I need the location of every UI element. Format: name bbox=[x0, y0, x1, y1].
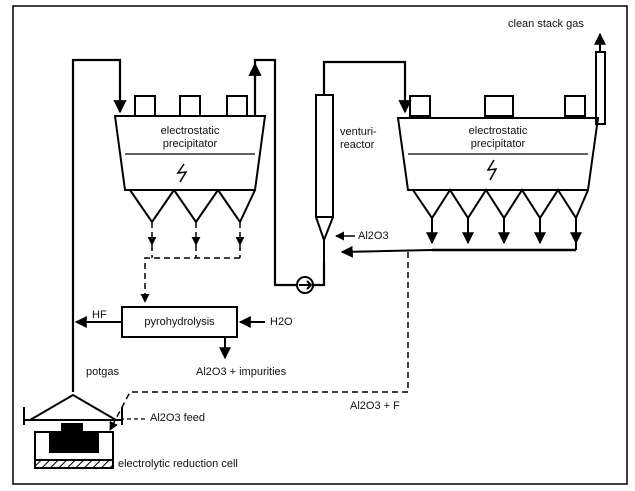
al2o3-venturi-label: Al2O3 bbox=[358, 230, 389, 242]
diagram-border bbox=[12, 5, 628, 485]
right-hopper-discharge bbox=[340, 218, 582, 258]
electrolytic-cell-label: electrolytic reduction cell bbox=[118, 458, 238, 470]
venturi-reactor-label-line1: venturi- bbox=[340, 126, 377, 138]
pyrohydrolysis-label: pyrohydrolysis bbox=[144, 316, 215, 328]
al2o3-f-return-line bbox=[109, 252, 409, 431]
al2o3-impurities-label: Al2O3 + impurities bbox=[196, 366, 287, 378]
hf-label: HF bbox=[92, 309, 107, 321]
left-precipitator bbox=[113, 95, 267, 225]
fan-icon bbox=[296, 276, 314, 294]
gas-ducts bbox=[71, 58, 412, 392]
h2o-label: H2O bbox=[270, 316, 293, 328]
esp-left-label-line1: electrostatic bbox=[160, 125, 220, 137]
potgas-label: potgas bbox=[86, 366, 120, 378]
clean-stack-gas-label: clean stack gas bbox=[508, 18, 584, 30]
esp-left-label-line2: precipitator bbox=[162, 138, 218, 150]
left-hopper-dust-lines bbox=[140, 222, 245, 303]
right-precipitator bbox=[396, 95, 600, 221]
electrolytic-reduction-cell bbox=[23, 393, 123, 469]
lightning-bolt-icon bbox=[176, 163, 188, 183]
stack bbox=[594, 32, 606, 125]
pyrohydrolysis-unit bbox=[74, 306, 265, 360]
venturi-reactor-label-line2: reactor bbox=[340, 139, 375, 151]
venturi-reactor bbox=[315, 94, 334, 262]
al2o3-f-label: Al2O3 + F bbox=[350, 400, 400, 412]
esp-right-label-line1: electrostatic bbox=[468, 125, 528, 137]
lightning-bolt-icon bbox=[486, 159, 498, 181]
esp-right-label-line2: precipitator bbox=[470, 138, 526, 150]
al2o3-feed-label: Al2O3 feed bbox=[150, 412, 206, 424]
